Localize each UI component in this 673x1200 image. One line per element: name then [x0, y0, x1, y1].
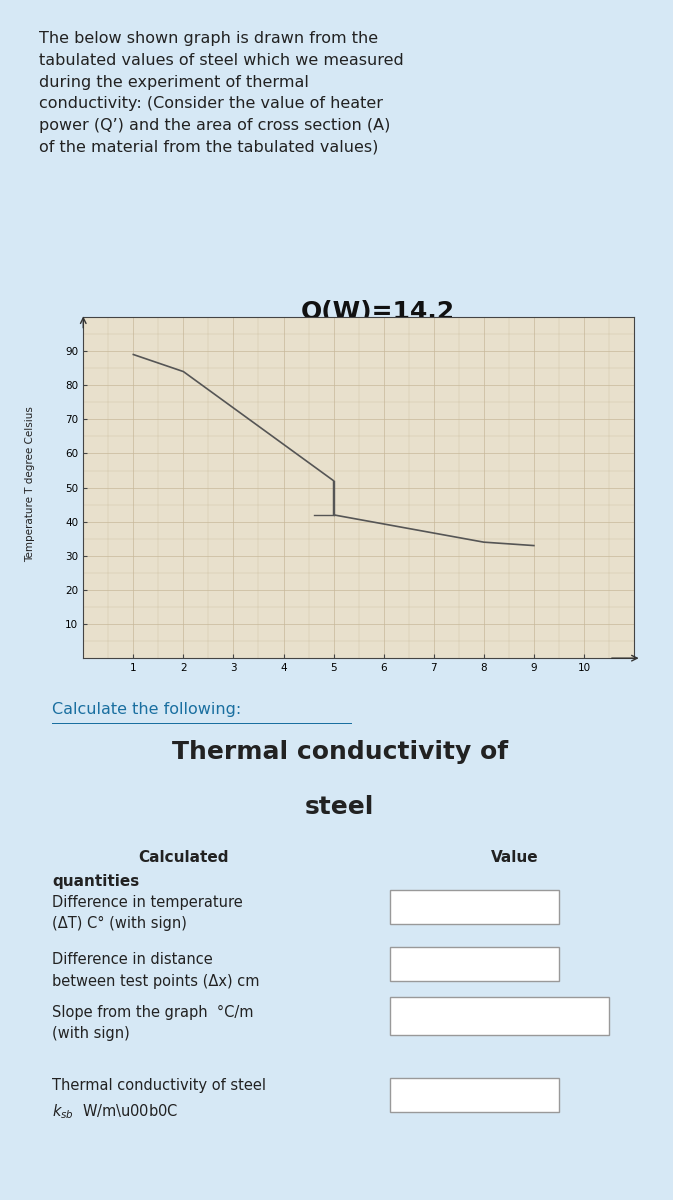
Text: (ΔT) C° (with sign): (ΔT) C° (with sign) — [52, 917, 187, 931]
Text: Distance X in cm: Distance X in cm — [440, 647, 540, 660]
Text: Value: Value — [491, 850, 539, 865]
Text: Temperature T degree Celsius: Temperature T degree Celsius — [25, 406, 35, 562]
FancyBboxPatch shape — [390, 890, 559, 924]
Text: Difference in distance: Difference in distance — [52, 952, 213, 967]
Text: between test points (Δx) cm: between test points (Δx) cm — [52, 973, 260, 989]
Text: $k_{sb}$  W/m\u00b0C: $k_{sb}$ W/m\u00b0C — [52, 1102, 178, 1121]
Text: Difference in temperature: Difference in temperature — [52, 895, 243, 910]
FancyBboxPatch shape — [390, 947, 559, 980]
Text: Calculated: Calculated — [138, 850, 229, 865]
Text: (with sign): (with sign) — [52, 1026, 130, 1040]
FancyBboxPatch shape — [52, 724, 353, 725]
Text: Thermal conductivity of: Thermal conductivity of — [172, 740, 508, 764]
FancyBboxPatch shape — [390, 997, 609, 1036]
Text: Slope from the graph  °C/m: Slope from the graph °C/m — [52, 1004, 254, 1020]
Text: The below shown graph is drawn from the
tabulated values of steel which we measu: The below shown graph is drawn from the … — [40, 31, 404, 155]
Text: steel: steel — [305, 794, 375, 818]
Text: Calculate the following:: Calculate the following: — [52, 702, 241, 718]
Text: quantities: quantities — [52, 874, 139, 888]
FancyBboxPatch shape — [390, 1079, 559, 1111]
Text: x-axis  1 unit = 1 cm
y-axis  1 unit = 10°C: x-axis 1 unit = 1 cm y-axis 1 unit = 10°… — [434, 341, 550, 365]
Text: Q(W)=14.2: Q(W)=14.2 — [300, 300, 454, 324]
Text: Thermal conductivity of steel: Thermal conductivity of steel — [52, 1079, 266, 1093]
